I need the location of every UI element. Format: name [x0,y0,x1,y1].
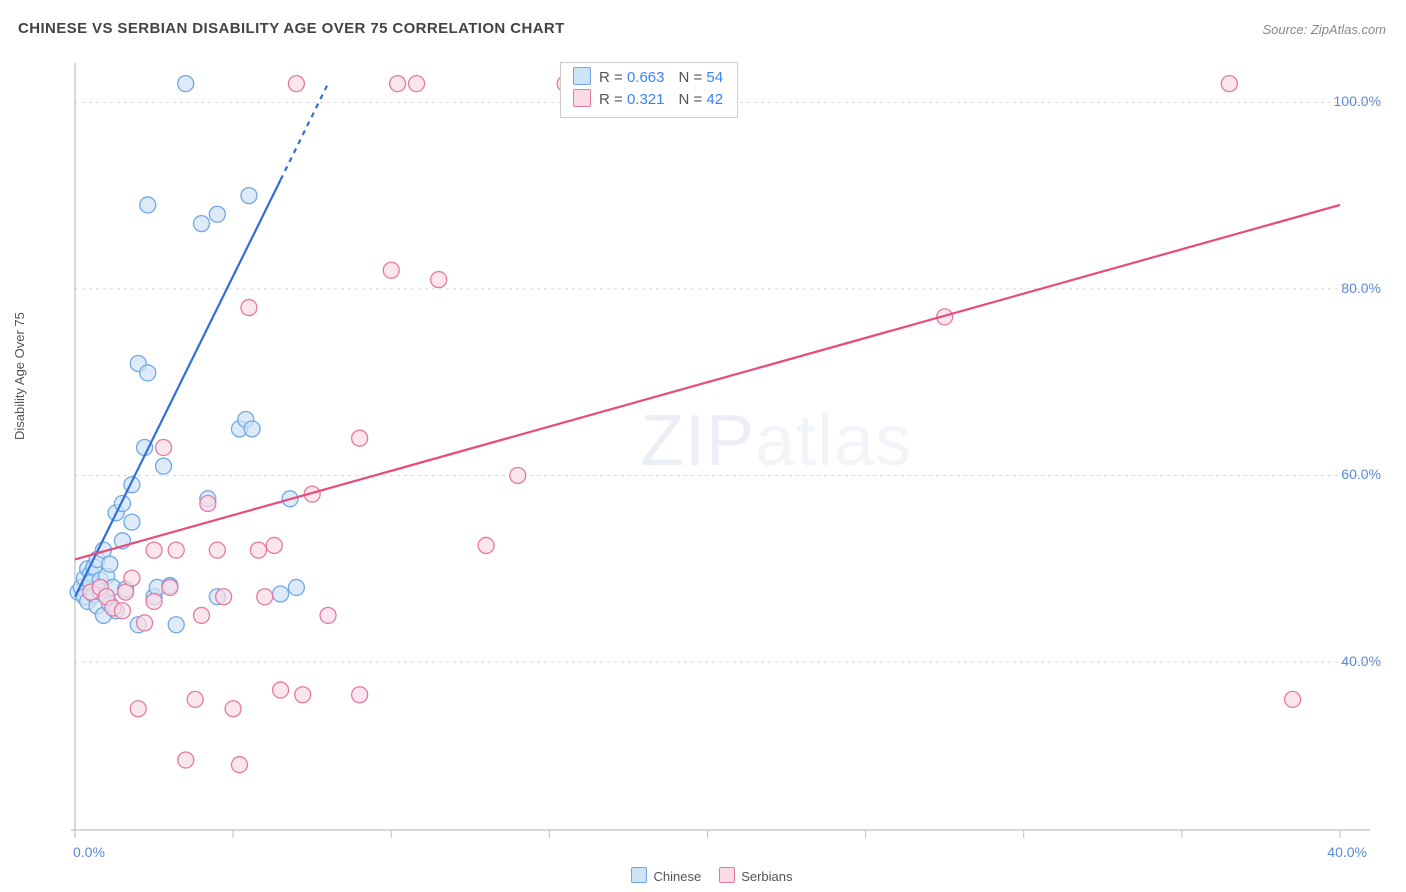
r-value: 0.321 [627,91,665,108]
x-tick-label: 40.0% [1327,844,1367,860]
x-tick-label: 0.0% [73,844,105,860]
r-label: R = [599,69,627,86]
scatter-point [200,495,216,511]
scatter-point [510,467,526,483]
scatter-point [194,607,210,623]
n-value: 54 [706,69,723,86]
scatter-point [178,752,194,768]
trend-line [75,180,281,597]
scatter-point [114,495,130,511]
r-label: R = [599,91,627,108]
scatter-point [102,556,118,572]
scatter-point [140,365,156,381]
series-swatch [573,89,591,107]
correlation-info-box: R = 0.663 N = 54 R = 0.321 N = 42 [560,62,738,118]
scatter-point [124,514,140,530]
scatter-point [1285,691,1301,707]
legend-label: Serbians [741,869,792,884]
scatter-point [209,542,225,558]
scatter-point [266,537,282,553]
scatter-point [225,701,241,717]
chart-area: 40.0%60.0%80.0%100.0%0.0%40.0% [50,55,1385,855]
scatter-point [241,300,257,316]
scatter-point [244,421,260,437]
scatter-point [124,570,140,586]
info-row: R = 0.321 N = 42 [573,89,723,111]
scatter-point [162,579,178,595]
scatter-point [288,76,304,92]
y-axis-label: Disability Age Over 75 [12,312,27,440]
trend-line-dashed [281,84,328,180]
scatter-point [273,586,289,602]
scatter-point [241,188,257,204]
scatter-point [352,687,368,703]
scatter-point [352,430,368,446]
scatter-point [137,615,153,631]
info-row: R = 0.663 N = 54 [573,67,723,89]
scatter-point [146,593,162,609]
scatter-point [320,607,336,623]
y-tick-label: 80.0% [1341,280,1381,296]
legend-swatch [719,867,735,883]
scatter-point [295,687,311,703]
scatter-point [431,272,447,288]
chart-title: CHINESE VS SERBIAN DISABILITY AGE OVER 7… [18,20,565,37]
n-label: N = [678,91,706,108]
scatter-point [187,691,203,707]
scatter-point [156,458,172,474]
y-tick-label: 40.0% [1341,653,1381,669]
y-tick-label: 60.0% [1341,466,1381,482]
scatter-point [216,589,232,605]
scatter-point [409,76,425,92]
n-value: 42 [706,91,723,108]
scatter-point [390,76,406,92]
scatter-point [146,542,162,558]
source-label: Source: ZipAtlas.com [1262,22,1386,37]
scatter-point [168,617,184,633]
y-tick-label: 100.0% [1334,93,1381,109]
scatter-point [156,440,172,456]
scatter-point [178,76,194,92]
scatter-point [1221,76,1237,92]
r-value: 0.663 [627,69,665,86]
legend-swatch [631,867,647,883]
scatter-point [231,757,247,773]
scatter-point [114,603,130,619]
series-swatch [573,67,591,85]
scatter-point [140,197,156,213]
scatter-point [194,216,210,232]
scatter-point [478,537,494,553]
scatter-point [288,579,304,595]
scatter-point [168,542,184,558]
legend: Chinese Serbians [0,867,1406,884]
scatter-point [257,589,273,605]
scatter-point [130,701,146,717]
scatter-chart [50,55,1385,855]
scatter-point [250,542,266,558]
legend-label: Chinese [653,869,701,884]
trend-line [75,205,1340,560]
scatter-point [209,206,225,222]
scatter-point [273,682,289,698]
scatter-point [383,262,399,278]
n-label: N = [678,69,706,86]
